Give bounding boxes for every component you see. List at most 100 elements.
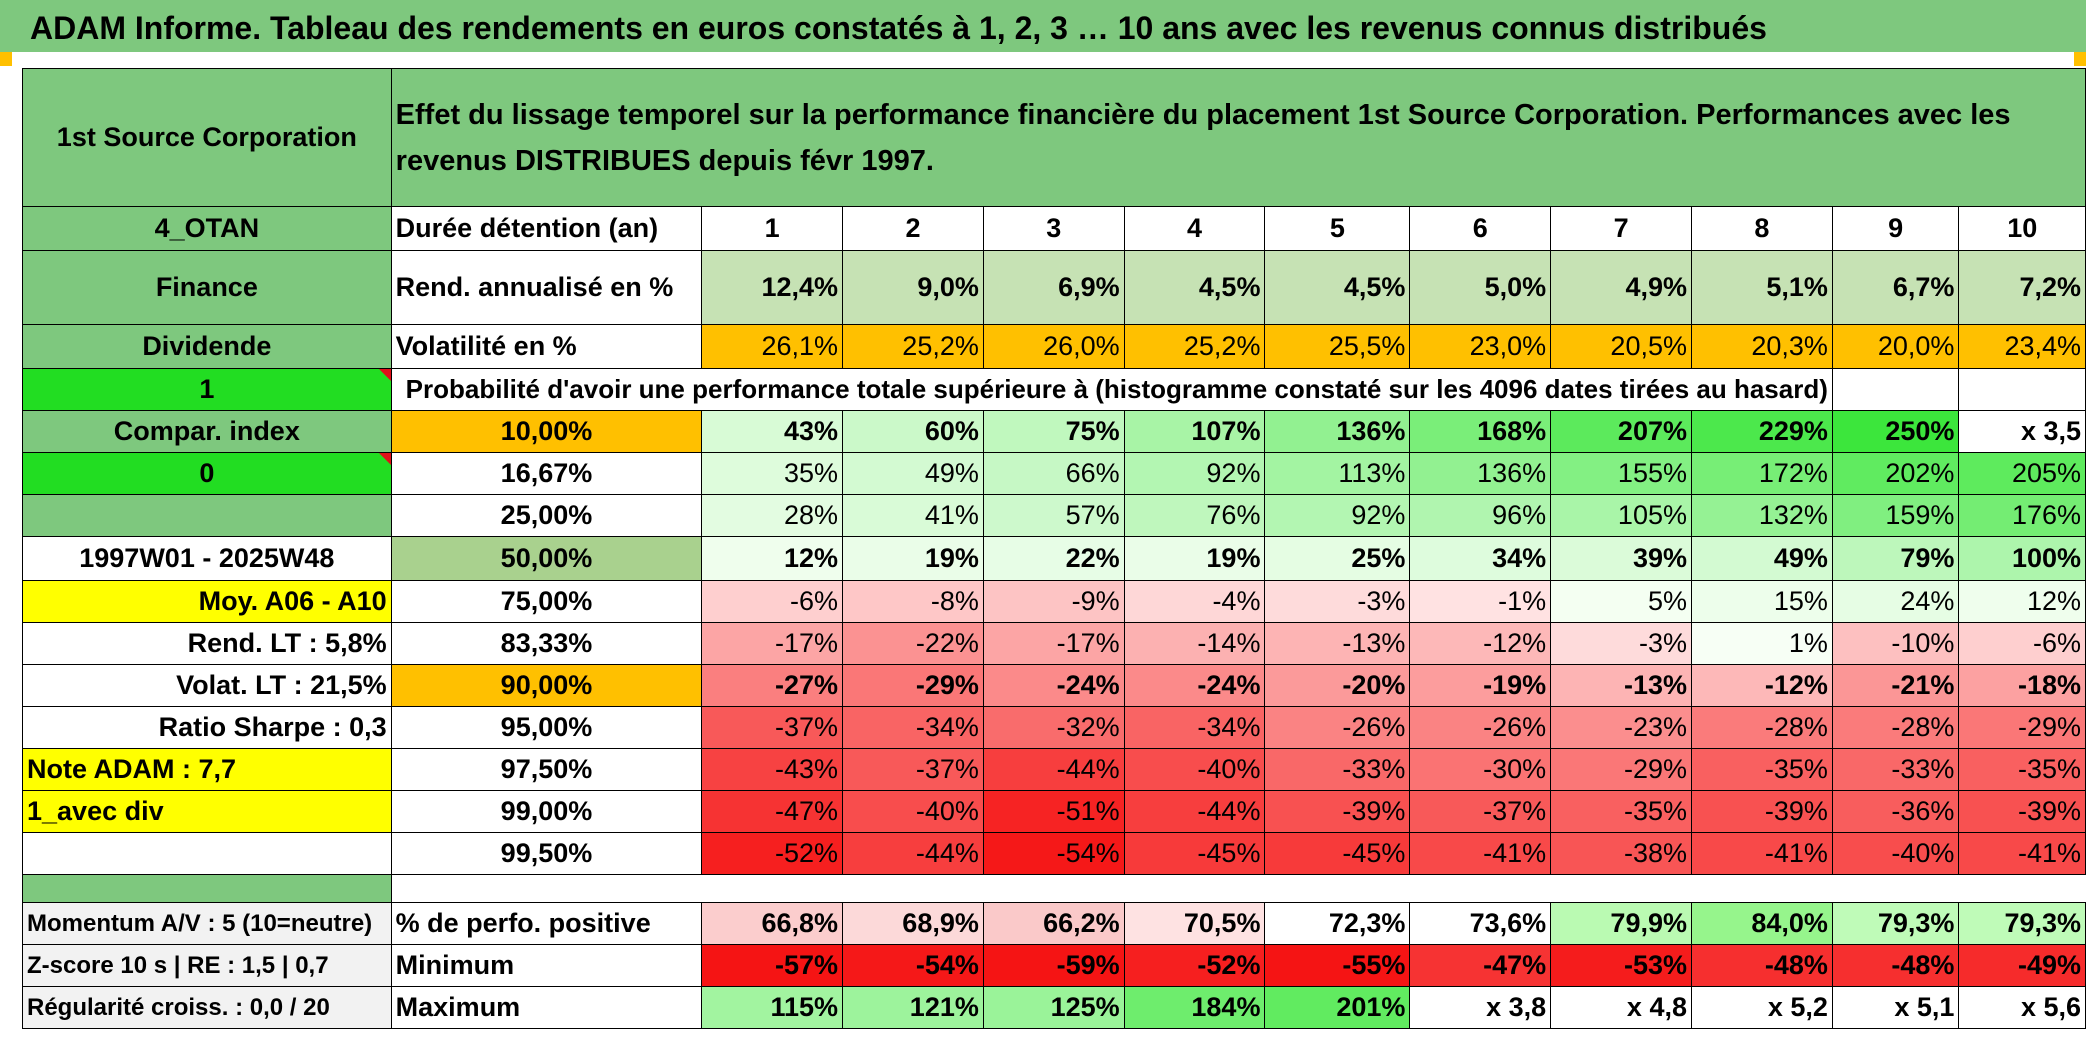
probability-value: 250% [1831,410,1960,453]
probability-row: Volat. LT : 21,5% 90,00% -27% -29% -24% -24% -… [22,664,2086,707]
label-volat: Volatilité en % [390,324,703,369]
probability-value: -12% [1409,622,1552,665]
volat-value: 25,5% [1264,324,1411,369]
probability-value: -47% [701,790,844,833]
year-header: 7 [1550,206,1692,251]
rend-value: 5,1% [1690,250,1833,325]
probability-value: -32% [982,706,1125,749]
probability-threshold: 90,00% [390,664,703,707]
rend-value: 4,5% [1123,250,1266,325]
table-description: Effet du lissage temporel sur la perform… [390,68,2086,207]
year-header: 10 [1958,206,2086,251]
probability-value: -6% [701,580,844,623]
volat-value: 20,0% [1831,324,1960,369]
pct_pos-value: 79,9% [1550,902,1692,945]
company-name: 1st Source Corporation [22,68,392,207]
probability-value: -37% [1409,790,1552,833]
side-type: Dividende [22,324,392,369]
maximum-value: x 5,1 [1831,986,1960,1029]
probability-value: -20% [1264,664,1411,707]
pct_pos-value: 72,3% [1264,902,1411,945]
probability-value: -29% [1550,748,1692,791]
probability-value: -54% [982,832,1125,875]
probability-value: -29% [1958,706,2086,749]
rend-value: 12,4% [701,250,844,325]
probability-value: -28% [1831,706,1960,749]
probability-value: -26% [1264,706,1411,749]
probability-threshold: 99,00% [390,790,703,833]
side-rend-lt: Rend. LT : 5,8% [22,622,392,665]
maximum-value: x 5,6 [1958,986,2086,1029]
pct_pos-value: 70,5% [1123,902,1266,945]
probability-value: 100% [1958,536,2086,581]
year-header: 3 [982,206,1125,251]
probability-row: Rend. LT : 5,8% 83,33% -17% -22% -17% -14% -13… [22,622,2086,665]
probability-value: -39% [1958,790,2086,833]
rend-value: 9,0% [842,250,984,325]
probability-value: 39% [1550,536,1692,581]
pct_pos-value: 84,0% [1690,902,1833,945]
probability-value: -27% [701,664,844,707]
probability-row: Moy. A06 - A10 75,00% -6% -8% -9% -4% -3% -1% 5%… [22,580,2086,623]
probability-threshold: 50,00% [390,536,703,581]
side-sector: Finance [22,250,392,325]
stat-row: Z-score 10 s | RE : 1,5 | 0,7 Minimum -57%… [22,944,2086,987]
label-duree: Durée détention (an) [390,206,703,251]
probability-value: -24% [1123,664,1266,707]
pct_pos-value: 66,2% [982,902,1125,945]
pct_pos-value: 68,9% [842,902,984,945]
volat-value: 25,2% [842,324,984,369]
side-moy: Moy. A06 - A10 [22,580,392,623]
probability-value: -35% [1550,790,1692,833]
probability-value: 79% [1831,536,1960,581]
probability-value: 5% [1550,580,1692,623]
corner-marker [2074,52,2086,66]
probability-row: 0 16,67% 35% 49% 66% 92% 113% 136% 155% 172% 202% 2… [22,452,2086,495]
rend-value: 4,9% [1550,250,1692,325]
probability-value: -44% [842,832,984,875]
maximum-value: x 5,2 [1690,986,1833,1029]
rend-value: 4,5% [1264,250,1411,325]
label-maximum: Maximum [390,986,703,1029]
volat-value: 20,5% [1550,324,1692,369]
probability-row: Note ADAM : 7,7 97,50% -43% -37% -44% -40% -33… [22,748,2086,791]
probability-row: 1997W01 - 2025W48 50,00% 12% 19% 22% 19% 25% 34… [22,536,2086,581]
probability-threshold: 95,00% [390,706,703,749]
probability-value: -4% [1123,580,1266,623]
side-period: 1997W01 - 2025W48 [22,536,392,581]
probability-threshold: 99,50% [390,832,703,875]
maximum-value: 121% [842,986,984,1029]
probability-value: 22% [982,536,1125,581]
minimum-value: -53% [1550,944,1692,987]
empty-cell [1831,368,1960,411]
minimum-value: -52% [1123,944,1266,987]
probability-value: 159% [1831,494,1960,537]
probability-threshold: 75,00% [390,580,703,623]
probability-value: 207% [1550,410,1692,453]
probability-value: -39% [1690,790,1833,833]
probability-value: 28% [701,494,844,537]
probability-value: -35% [1958,748,2086,791]
probability-value: -12% [1690,664,1833,707]
year-header: 6 [1409,206,1552,251]
probability-value: -6% [1958,622,2086,665]
report-title: ADAM Informe. Tableau des rendements en … [0,0,2086,52]
side-flag-0: 0 [22,452,392,495]
year-header: 2 [842,206,984,251]
probability-value: -37% [701,706,844,749]
probability-value: 229% [1690,410,1833,453]
maximum-value: 115% [701,986,844,1029]
empty-cell [1958,368,2086,411]
label-minimum: Minimum [390,944,703,987]
probability-value: 132% [1690,494,1833,537]
minimum-value: -49% [1958,944,2086,987]
probability-value: 96% [1409,494,1552,537]
probability-value: 75% [982,410,1125,453]
probability-value: 92% [1123,452,1266,495]
side-empty [22,494,392,537]
side-note: Note ADAM : 7,7 [22,748,392,791]
volat-value: 25,2% [1123,324,1266,369]
pct_pos-value: 73,6% [1409,902,1552,945]
probability-value: -39% [1264,790,1411,833]
probability-value: -13% [1264,622,1411,665]
